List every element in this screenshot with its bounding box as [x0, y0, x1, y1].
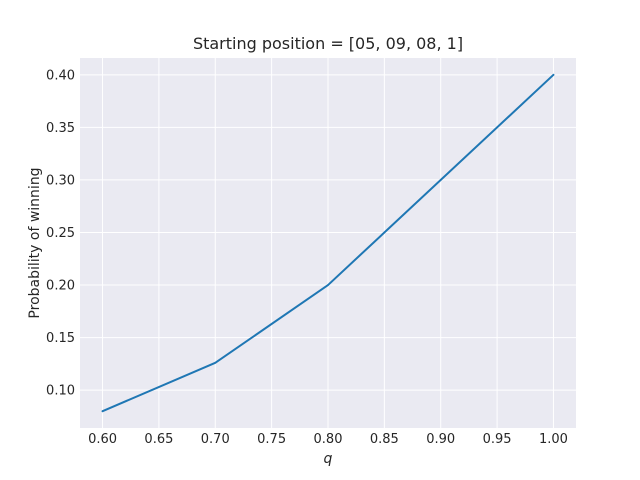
x-tick-label: 0.80	[314, 432, 343, 447]
x-tick-label: 0.90	[426, 432, 455, 447]
y-tick-label: 0.35	[46, 121, 75, 136]
series-line	[101, 73, 555, 413]
y-tick-labels: 0.10 0.15 0.20 0.25 0.30 0.35 0.40	[46, 68, 75, 398]
x-tick-label: 0.65	[144, 432, 173, 447]
x-tick-label: 0.75	[257, 432, 286, 447]
x-tick-labels: 0.60 0.65 0.70 0.75 0.80 0.85 0.90 0.95 1.00	[88, 432, 568, 447]
series-layer	[101, 73, 555, 413]
y-tick-label: 0.15	[46, 331, 75, 346]
y-tick-label: 0.30	[46, 173, 75, 188]
y-tick-label: 0.20	[46, 279, 75, 294]
y-axis-label: Probability of winning	[27, 167, 43, 318]
x-tick-label: 1.00	[539, 432, 568, 447]
y-tick-label: 0.10	[46, 384, 75, 399]
x-axis-label: q	[324, 451, 333, 467]
x-gridlines	[102, 58, 554, 428]
x-tick-label: 0.60	[88, 432, 117, 447]
x-tick-label: 0.95	[483, 432, 512, 447]
y-gridlines	[80, 74, 576, 391]
x-tick-label: 0.85	[370, 432, 399, 447]
chart-title: Starting position = [05, 09, 08, 1]	[193, 34, 463, 53]
y-tick-label: 0.40	[46, 68, 75, 83]
y-tick-label: 0.25	[46, 226, 75, 241]
x-tick-label: 0.70	[201, 432, 230, 447]
